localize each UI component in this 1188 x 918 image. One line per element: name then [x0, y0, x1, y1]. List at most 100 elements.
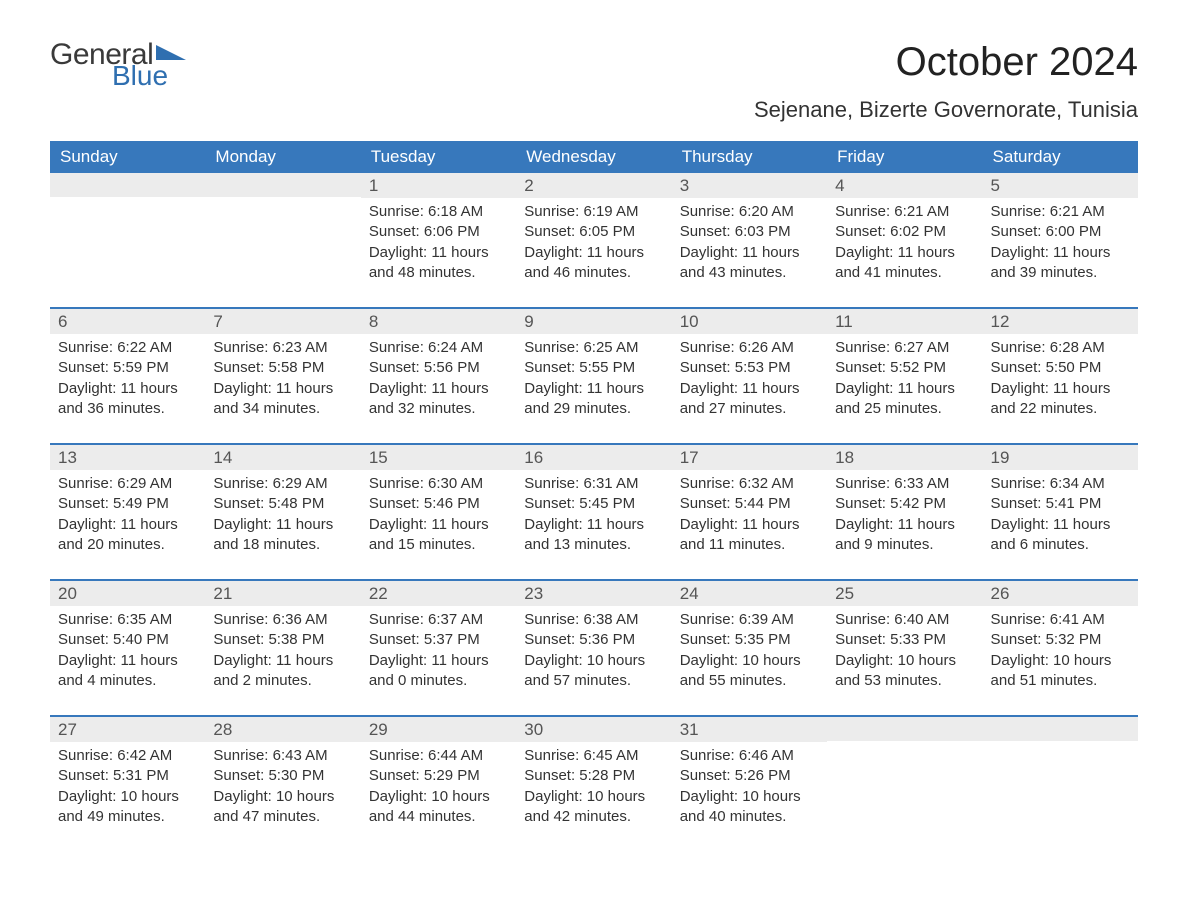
- sunrise-text: Sunrise: 6:35 AM: [58, 610, 197, 630]
- sunrise-text: Sunrise: 6:26 AM: [680, 338, 819, 358]
- logo: General Blue: [50, 40, 186, 90]
- sunset-text: Sunset: 5:59 PM: [58, 358, 197, 378]
- day-cell: 27Sunrise: 6:42 AMSunset: 5:31 PMDayligh…: [50, 717, 205, 833]
- sunrise-text: Sunrise: 6:43 AM: [213, 746, 352, 766]
- location: Sejenane, Bizerte Governorate, Tunisia: [754, 97, 1138, 123]
- daylight-text: Daylight: 11 hours and 29 minutes.: [524, 379, 663, 420]
- day-number: 29: [369, 720, 388, 739]
- day-number-band: 3: [672, 173, 827, 198]
- day-number-band: 12: [983, 309, 1138, 334]
- day-number: 1: [369, 176, 378, 195]
- day-body: Sunrise: 6:30 AMSunset: 5:46 PMDaylight:…: [361, 470, 516, 561]
- sunrise-text: Sunrise: 6:42 AM: [58, 746, 197, 766]
- weekday-header-row: SundayMondayTuesdayWednesdayThursdayFrid…: [50, 141, 1138, 173]
- sunset-text: Sunset: 5:46 PM: [369, 494, 508, 514]
- day-number-band: 26: [983, 581, 1138, 606]
- day-number: 11: [835, 312, 853, 331]
- sunrise-text: Sunrise: 6:45 AM: [524, 746, 663, 766]
- sunset-text: Sunset: 5:26 PM: [680, 766, 819, 786]
- day-number: 3: [680, 176, 689, 195]
- month-title: October 2024: [754, 40, 1138, 85]
- day-number-band: 4: [827, 173, 982, 198]
- daylight-text: Daylight: 10 hours and 44 minutes.: [369, 787, 508, 828]
- day-number: 18: [835, 448, 854, 467]
- day-number-band: 1: [361, 173, 516, 198]
- sunrise-text: Sunrise: 6:39 AM: [680, 610, 819, 630]
- day-number-band: 28: [205, 717, 360, 742]
- sunrise-text: Sunrise: 6:37 AM: [369, 610, 508, 630]
- daylight-text: Daylight: 11 hours and 41 minutes.: [835, 243, 974, 284]
- day-number-band: 24: [672, 581, 827, 606]
- day-cell: 31Sunrise: 6:46 AMSunset: 5:26 PMDayligh…: [672, 717, 827, 833]
- day-body: Sunrise: 6:42 AMSunset: 5:31 PMDaylight:…: [50, 742, 205, 833]
- day-number: 31: [680, 720, 699, 739]
- day-body: Sunrise: 6:38 AMSunset: 5:36 PMDaylight:…: [516, 606, 671, 697]
- day-number-band: [827, 717, 982, 741]
- header: General Blue October 2024 Sejenane, Bize…: [50, 40, 1138, 123]
- sunset-text: Sunset: 5:53 PM: [680, 358, 819, 378]
- day-body: Sunrise: 6:29 AMSunset: 5:49 PMDaylight:…: [50, 470, 205, 561]
- day-number-band: 9: [516, 309, 671, 334]
- sunset-text: Sunset: 5:33 PM: [835, 630, 974, 650]
- day-cell: 8Sunrise: 6:24 AMSunset: 5:56 PMDaylight…: [361, 309, 516, 425]
- day-cell: 24Sunrise: 6:39 AMSunset: 5:35 PMDayligh…: [672, 581, 827, 697]
- day-number: 2: [524, 176, 533, 195]
- day-number: 14: [213, 448, 232, 467]
- day-cell: 28Sunrise: 6:43 AMSunset: 5:30 PMDayligh…: [205, 717, 360, 833]
- day-body: Sunrise: 6:32 AMSunset: 5:44 PMDaylight:…: [672, 470, 827, 561]
- daylight-text: Daylight: 10 hours and 53 minutes.: [835, 651, 974, 692]
- day-number-band: 21: [205, 581, 360, 606]
- sunrise-text: Sunrise: 6:21 AM: [835, 202, 974, 222]
- daylight-text: Daylight: 11 hours and 6 minutes.: [991, 515, 1130, 556]
- daylight-text: Daylight: 10 hours and 55 minutes.: [680, 651, 819, 692]
- day-cell: 29 Sunrise: 6:44 AMSunset: 5:29 PMDayligh…: [361, 717, 516, 833]
- day-cell: 21Sunrise: 6:36 AMSunset: 5:38 PMDayligh…: [205, 581, 360, 697]
- day-number-band: 5: [983, 173, 1138, 198]
- daylight-text: Daylight: 11 hours and 9 minutes.: [835, 515, 974, 556]
- sunset-text: Sunset: 5:31 PM: [58, 766, 197, 786]
- day-number: 6: [58, 312, 67, 331]
- day-number-band: 29: [361, 717, 516, 742]
- day-number-band: 25: [827, 581, 982, 606]
- day-number: 23: [524, 584, 543, 603]
- day-body: Sunrise: 6:24 AMSunset: 5:56 PMDaylight:…: [361, 334, 516, 425]
- day-cell: 6Sunrise: 6:22 AMSunset: 5:59 PMDaylight…: [50, 309, 205, 425]
- sunset-text: Sunset: 6:00 PM: [991, 222, 1130, 242]
- sunrise-text: Sunrise: 6:31 AM: [524, 474, 663, 494]
- day-number-band: 14: [205, 445, 360, 470]
- sunrise-text: Sunrise: 6:24 AM: [369, 338, 508, 358]
- day-cell: 25Sunrise: 6:40 AMSunset: 5:33 PMDayligh…: [827, 581, 982, 697]
- day-number-band: 22: [361, 581, 516, 606]
- day-body: Sunrise: 6:21 AMSunset: 6:00 PMDaylight:…: [983, 198, 1138, 289]
- day-body: Sunrise: 6:36 AMSunset: 5:38 PMDaylight:…: [205, 606, 360, 697]
- sunrise-text: Sunrise: 6:29 AM: [213, 474, 352, 494]
- day-cell: 11Sunrise: 6:27 AMSunset: 5:52 PMDayligh…: [827, 309, 982, 425]
- sunset-text: Sunset: 5:37 PM: [369, 630, 508, 650]
- sunrise-text: Sunrise: 6:34 AM: [991, 474, 1130, 494]
- day-cell: [50, 173, 205, 289]
- day-body: Sunrise: 6:25 AMSunset: 5:55 PMDaylight:…: [516, 334, 671, 425]
- sunset-text: Sunset: 5:50 PM: [991, 358, 1130, 378]
- daylight-text: Daylight: 11 hours and 15 minutes.: [369, 515, 508, 556]
- sunrise-text: Sunrise: 6:38 AM: [524, 610, 663, 630]
- day-body: Sunrise: 6:41 AMSunset: 5:32 PMDaylight:…: [983, 606, 1138, 697]
- daylight-text: Daylight: 11 hours and 13 minutes.: [524, 515, 663, 556]
- sunset-text: Sunset: 5:42 PM: [835, 494, 974, 514]
- daylight-text: Daylight: 11 hours and 27 minutes.: [680, 379, 819, 420]
- calendar: SundayMondayTuesdayWednesdayThursdayFrid…: [50, 141, 1138, 833]
- sunrise-text: Sunrise: 6:33 AM: [835, 474, 974, 494]
- sunrise-text: Sunrise: 6:36 AM: [213, 610, 352, 630]
- day-body: Sunrise: 6:29 AMSunset: 5:48 PMDaylight:…: [205, 470, 360, 561]
- day-number: 16: [524, 448, 543, 467]
- daylight-text: Daylight: 11 hours and 39 minutes.: [991, 243, 1130, 284]
- daylight-text: Daylight: 11 hours and 43 minutes.: [680, 243, 819, 284]
- sunset-text: Sunset: 5:38 PM: [213, 630, 352, 650]
- weekday-header: Monday: [205, 141, 360, 173]
- day-number: 30: [524, 720, 543, 739]
- sunset-text: Sunset: 5:48 PM: [213, 494, 352, 514]
- day-body: Sunrise: 6:26 AMSunset: 5:53 PMDaylight:…: [672, 334, 827, 425]
- day-body: Sunrise: 6:44 AMSunset: 5:29 PMDaylight:…: [361, 742, 516, 833]
- daylight-text: Daylight: 11 hours and 34 minutes.: [213, 379, 352, 420]
- day-body: Sunrise: 6:28 AMSunset: 5:50 PMDaylight:…: [983, 334, 1138, 425]
- day-cell: 15Sunrise: 6:30 AMSunset: 5:46 PMDayligh…: [361, 445, 516, 561]
